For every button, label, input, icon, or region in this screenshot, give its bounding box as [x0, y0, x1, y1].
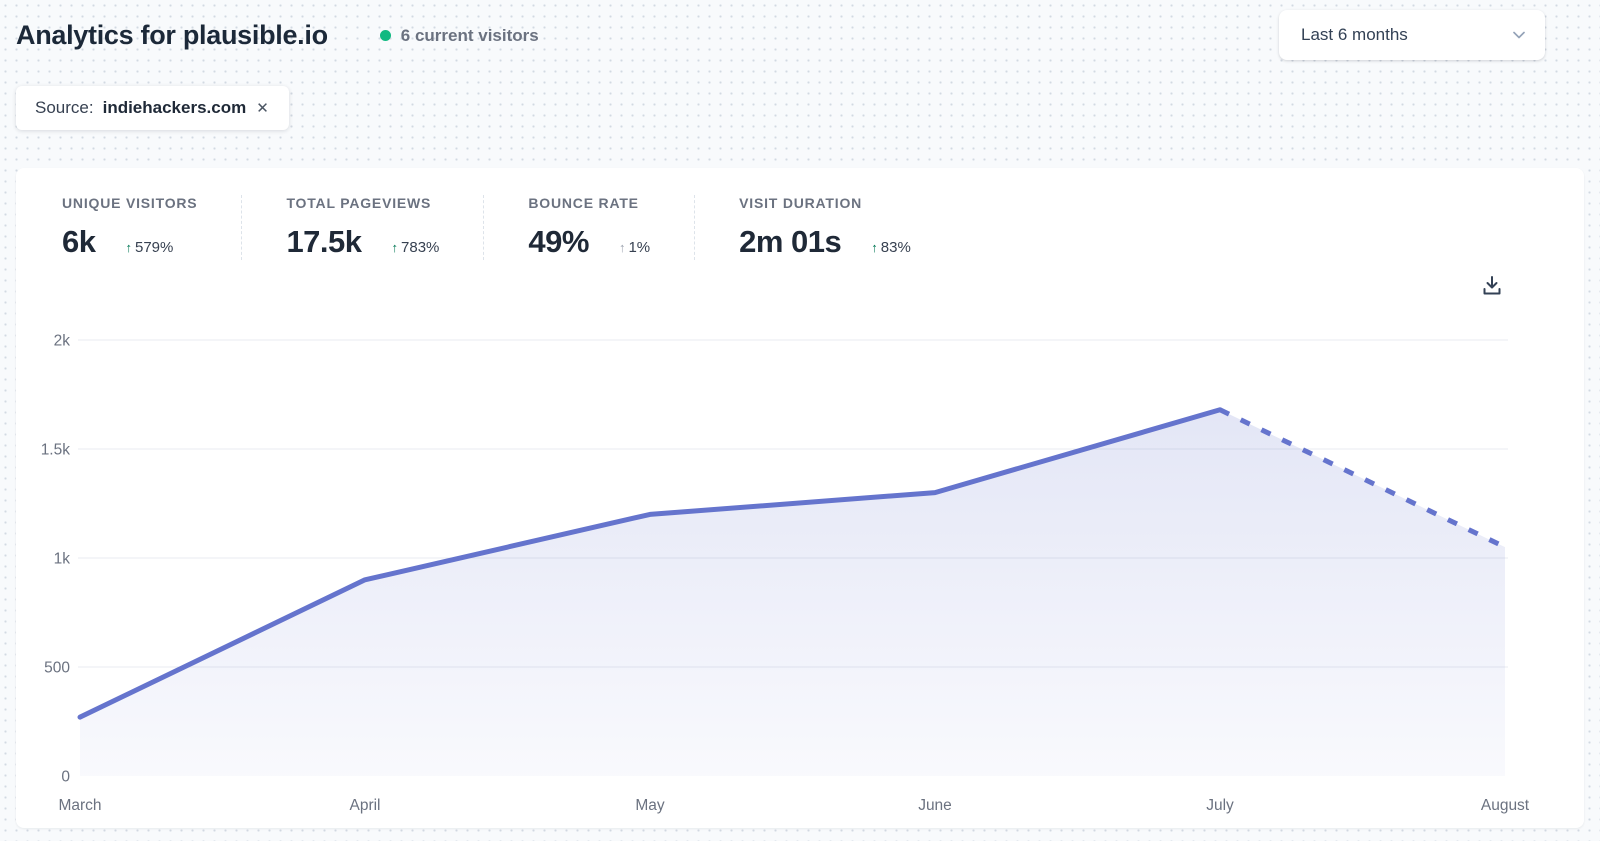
x-tick-label: July [1206, 797, 1234, 814]
chevron-down-icon [1513, 31, 1525, 39]
stat-visit-duration[interactable]: VISIT DURATION 2m 01s ↑ 83% [695, 195, 955, 260]
stat-change: ↑ 1% [619, 239, 650, 256]
y-tick-label: 1.5k [41, 442, 71, 459]
page-title: Analytics for plausible.io [16, 20, 328, 50]
stat-label: BOUNCE RATE [528, 195, 639, 211]
stat-change-value: 579% [134, 239, 174, 256]
stat-value: 2m 01s [739, 224, 842, 259]
filter-remove-icon[interactable]: ✕ [256, 100, 269, 117]
x-tick-label: May [635, 797, 665, 814]
stat-change-value: 83% [880, 239, 911, 256]
stat-change-value: 1% [628, 239, 651, 256]
y-tick-label: 1k [54, 551, 71, 568]
current-visitors-label: 6 current visitors [400, 25, 539, 45]
stat-change-value: 783% [401, 239, 440, 256]
top-bar: Analytics for plausible.io 6 current vis… [0, 0, 1600, 51]
stat-value: 17.5k [286, 224, 362, 259]
stat-change-arrow: ↑ [125, 240, 132, 255]
filter-prefix: Source: [35, 98, 94, 117]
date-range-picker[interactable]: Last 6 months [1279, 10, 1545, 60]
date-range-label: Last 6 months [1301, 25, 1408, 44]
filter-row: Source: indiehackers.com ✕ [0, 86, 1600, 130]
live-visitors-dot-icon [379, 30, 391, 41]
stat-label: TOTAL PAGEVIEWS [286, 195, 432, 211]
stat-change: ↑ 783% [392, 239, 440, 256]
x-tick-label: April [349, 797, 380, 814]
stat-change-arrow: ↑ [871, 240, 878, 255]
stat-change: ↑ 83% [871, 239, 911, 256]
stat-unique-visitors[interactable]: UNIQUE VISITORS 6k ↑ 579% [16, 195, 243, 260]
stat-total-pageviews[interactable]: TOTAL PAGEVIEWS 17.5k ↑ 783% [242, 195, 485, 260]
chart-line [77, 407, 1223, 720]
download-icon [1483, 276, 1501, 295]
filter-pill-source[interactable]: Source: indiehackers.com ✕ [16, 86, 289, 130]
chart-area-fill [80, 409, 1505, 776]
stats-row: UNIQUE VISITORS 6k ↑ 579% TOTAL PAGEVIEWS… [16, 168, 1584, 260]
download-button[interactable] [1480, 274, 1504, 298]
stat-label: VISIT DURATION [739, 195, 863, 211]
x-tick-label: August [1481, 797, 1530, 814]
stat-change-arrow: ↑ [618, 240, 626, 255]
chart-line-projection [1218, 407, 1507, 550]
stat-value: 49% [528, 224, 589, 259]
y-tick-label: 2k [54, 333, 71, 350]
visitors-chart[interactable]: 0 500 1k 1.5k 2k March April May June July August [16, 315, 1584, 820]
stat-value: 6k [62, 224, 96, 259]
stat-label: UNIQUE VISITORS [62, 195, 198, 211]
y-tick-label: 0 [61, 769, 70, 786]
x-tick-label: June [918, 797, 952, 814]
filter-value: indiehackers.com [102, 98, 247, 117]
stat-change-arrow: ↑ [391, 240, 399, 255]
visitors-chart-svg[interactable]: 0 500 1k 1.5k 2k March April May June July August [16, 315, 1584, 820]
current-visitors[interactable]: 6 current visitors [379, 25, 539, 46]
stat-bounce-rate[interactable]: BOUNCE RATE 49% ↑ 1% [484, 195, 696, 260]
x-tick-label: March [58, 797, 101, 814]
analytics-card: UNIQUE VISITORS 6k ↑ 579% TOTAL PAGEVIEWS… [16, 168, 1584, 828]
stat-change: ↑ 579% [125, 239, 173, 256]
y-tick-label: 500 [44, 660, 70, 677]
